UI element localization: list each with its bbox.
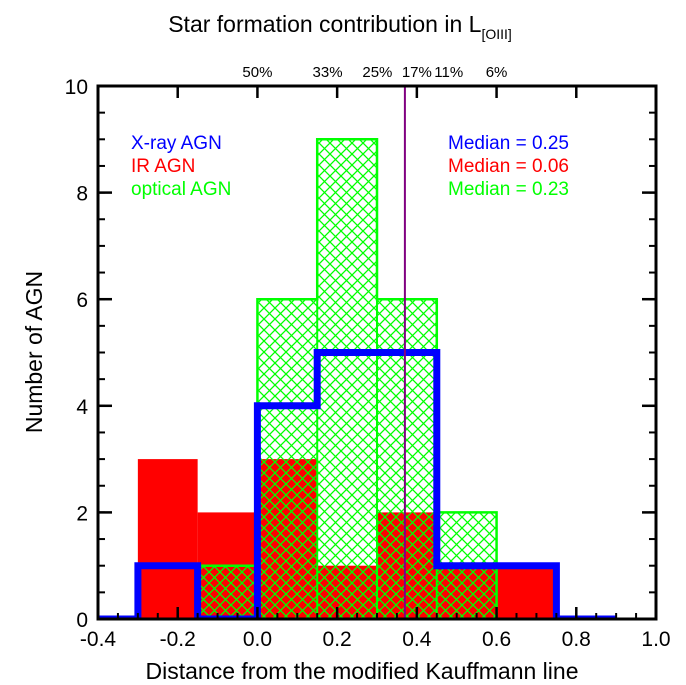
y-tick-label-1: 2	[76, 502, 88, 525]
top-tick-label-1: 33%	[313, 64, 343, 81]
chart-title-subscript: [OIII]	[481, 26, 511, 42]
legend: X-ray AGN IR AGN optical AGN	[131, 133, 231, 200]
x-tick-label-6: 0.8	[562, 628, 591, 651]
ir-agn-bar-6	[496, 565, 557, 619]
median-optical-label: Median = 0.23	[448, 179, 569, 200]
optical-agn-bar-3	[377, 299, 437, 619]
legend-ir-label: IR AGN	[131, 156, 195, 177]
legend-optical-label: optical AGN	[131, 179, 231, 200]
y-tick-label-4: 8	[76, 183, 88, 206]
x-ray-agn-step-line	[98, 349, 617, 619]
optical-agn-bar-1	[257, 299, 318, 619]
top-tick-label-3: 17%	[402, 64, 432, 81]
legend-xray-label: X-ray AGN	[131, 133, 222, 154]
x-tick-label-5: 0.6	[482, 628, 511, 651]
series-xray-agn	[98, 349, 617, 619]
y-tick-label-2: 4	[76, 396, 88, 419]
top-tick-label-4: 11%	[434, 64, 463, 81]
chart-title: Star formation contribution in L[OIII]	[168, 11, 512, 42]
y-tick-label-0: 0	[76, 609, 88, 632]
x-axis-title: Distance from the modified Kauffmann lin…	[146, 658, 579, 684]
median-annotations: Median = 0.25 Median = 0.06 Median = 0.2…	[448, 133, 569, 200]
ir-agn-bar-0	[137, 459, 198, 619]
top-tick-label-5: 6%	[486, 64, 508, 81]
x-tick-label-0: -0.4	[80, 628, 117, 651]
optical-agn-outline	[196, 138, 498, 619]
median-xray-label: Median = 0.25	[448, 133, 569, 154]
chart-title-text: Star formation contribution in L	[168, 11, 481, 37]
x-tick-label-2: 0.0	[243, 628, 272, 651]
y-axis-title: Number of AGN	[21, 271, 47, 433]
axes: -0.4 -0.2 0.0 0.2 0.4 0.6 0.8 1.0 0 2 4 6 8 10 50% 33% 2…	[65, 64, 671, 651]
x-tick-label-3: 0.2	[323, 628, 352, 651]
optical-agn-bar-0	[197, 565, 258, 619]
x-tick-label-4: 0.4	[402, 628, 432, 651]
top-tick-label-2: 25%	[362, 64, 392, 81]
y-tick-label-3: 6	[76, 289, 88, 312]
x-tick-label-1: -0.2	[160, 628, 196, 651]
optical-agn-bar-2	[317, 139, 377, 619]
x-tick-label-7: 1.0	[641, 628, 670, 651]
median-ir-label: Median = 0.06	[448, 156, 569, 177]
y-tick-label-5: 10	[65, 76, 88, 99]
top-tick-label-0: 50%	[242, 64, 272, 81]
